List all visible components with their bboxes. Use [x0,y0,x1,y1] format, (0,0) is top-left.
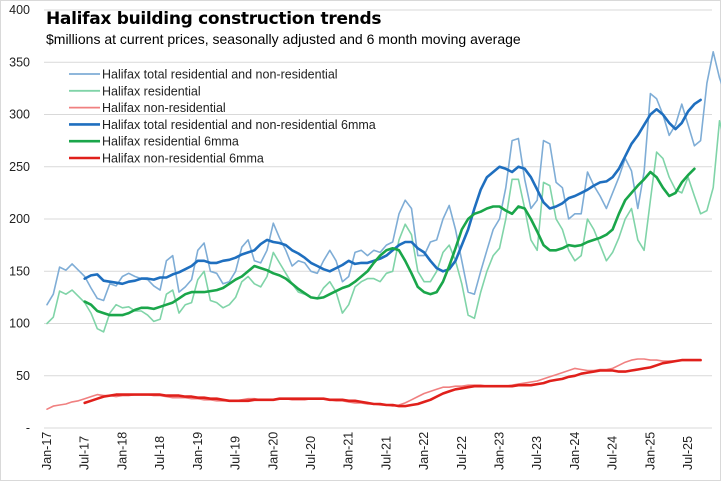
y-tick-label: 50 [16,369,30,383]
y-tick-label: 350 [9,55,30,69]
series-lines [46,50,721,411]
series-line-4 [83,98,702,286]
chart-title: Halifax building construction trends [46,9,382,29]
x-tick-label: Jul-18 [153,436,167,470]
series-line-5 [83,167,696,317]
x-tick-label: Jan-21 [342,432,356,470]
legend-entry: Halifax non-residential 6mma [102,152,264,166]
x-tick-label: Jan-25 [643,432,657,470]
legend-spacer [100,65,108,66]
legend-spacer [100,99,108,100]
x-tick-label: Jan-24 [568,432,582,470]
legend-spacer [100,132,108,133]
legend: Halifax total residential and non-reside… [69,65,376,166]
x-tick-label: Jul-23 [530,436,544,470]
x-tick-label: Jul-21 [379,436,393,470]
x-tick-label: Jul-19 [229,436,243,470]
legend-entry: Halifax non-residential [102,101,226,115]
x-tick-label: Jul-25 [681,436,695,470]
chart-subtitle: $millions at current prices, seasonally … [46,31,521,47]
x-tick-label: Jan-20 [266,432,280,470]
x-tick-label: Jul-22 [455,436,469,470]
x-tick-label: Jan-17 [40,432,54,470]
y-tick-label: 150 [9,264,30,278]
series-line-1 [46,50,721,306]
x-axis-ticks: Jan-17 Jul-17 Jan-18 Jul-18 Jan-19 Jul-19 Jan-… [40,432,695,470]
y-axis-ticks: - 50 100 150 200 250 300 350 400 [9,3,30,435]
x-tick-label: Jan-23 [493,432,507,470]
x-tick-label: Jan-19 [191,432,205,470]
series-line-2 [46,120,721,333]
legend-entry: Halifax residential 6mma [102,135,239,149]
y-tick-label: 250 [9,160,30,174]
gridlines [44,9,712,429]
y-tick-label: 200 [9,212,30,226]
x-tick-label: Jul-17 [78,436,92,470]
y-tick-label: - [26,421,30,435]
legend-entry: Halifax residential [102,84,201,98]
series-line-6 [83,358,702,408]
x-tick-label: Jul-20 [304,436,318,470]
legend-spacer [100,82,108,83]
x-tick-label: Jan-18 [115,432,129,470]
y-tick-label: 400 [9,3,30,17]
legend-spacer [100,149,108,150]
y-tick-label: 100 [9,317,30,331]
y-tick-label: 300 [9,108,30,122]
legend-entry: Halifax total residential and non-reside… [102,68,338,82]
legend-entry: Halifax total residential and non-reside… [102,118,376,132]
x-tick-label: Jul-24 [606,436,620,470]
legend-spacer [100,115,108,116]
x-tick-label: Jan-22 [417,432,431,470]
